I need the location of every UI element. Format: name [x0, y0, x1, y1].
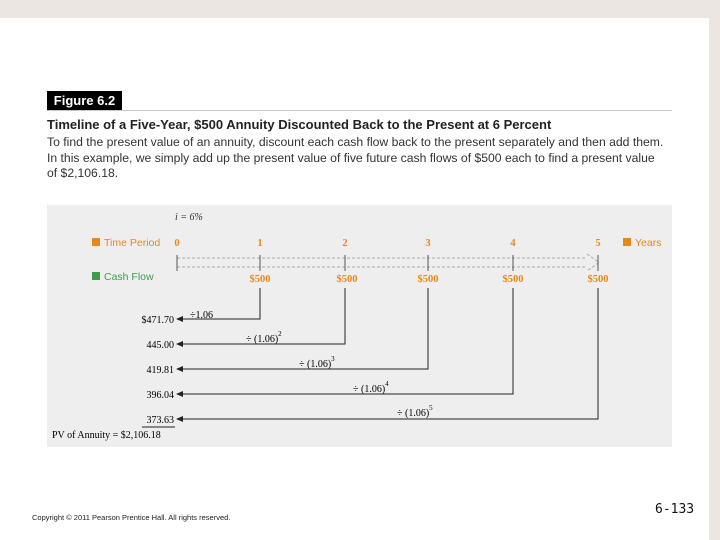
cash-flow-value: $500: [503, 274, 524, 285]
divisor-label-year-1: ÷1.06: [190, 310, 213, 321]
present-value-year-3: 419.81: [147, 365, 175, 376]
cash-flow-label: Cash Flow: [104, 271, 154, 283]
present-value-year-1: $471.70: [142, 315, 175, 326]
timeline-axis: [176, 253, 600, 272]
period-label: 4: [510, 238, 516, 249]
interest-rate-label: i = 6%: [175, 212, 203, 223]
period-labels: 0 1 2 3 4 5: [174, 238, 600, 249]
divisor-labels: ÷1.06 ÷ (1.06)2 ÷ (1.06)3 ÷ (1.06)4 ÷ (1…: [190, 310, 433, 419]
period-label: 1: [257, 238, 262, 249]
figure-caption: To find the present value of an annuity,…: [47, 135, 664, 180]
pv-annuity-total: PV of Annuity = $2,106.18: [52, 430, 161, 441]
discount-arrow-year-3: [176, 288, 429, 372]
timeline-panel: i = 6% Time Period Cash Flow Years 0 1 2…: [47, 205, 672, 447]
discount-arrows: [176, 288, 599, 422]
years-legend-swatch: [623, 238, 631, 246]
discount-arrow-year-5: [176, 288, 599, 422]
cash-flow-value: $500: [418, 274, 439, 285]
time-period-label: Time Period: [104, 237, 160, 249]
cash-flow-value: $500: [588, 274, 609, 285]
discount-arrow-year-1: [176, 288, 261, 322]
figure-title: Timeline of a Five-Year, $500 Annuity Di…: [47, 117, 552, 132]
divisor-label-year-5: ÷ (1.06)5: [397, 404, 433, 419]
discount-arrow-year-4: [176, 288, 514, 397]
copyright-notice: Copyright © 2011 Pearson Prentice Hall. …: [32, 513, 231, 522]
period-label: 5: [595, 238, 600, 249]
period-label: 2: [342, 238, 347, 249]
years-label: Years: [635, 237, 661, 249]
header-rule: [47, 110, 672, 111]
timeline-diagram: i = 6% Time Period Cash Flow Years 0 1 2…: [52, 212, 661, 441]
present-values: $471.70 445.00 419.81 396.04 373.63: [142, 315, 175, 426]
cash-flow-value: $500: [250, 274, 271, 285]
discount-arrow-year-2: [176, 288, 346, 347]
slide-number: 6-133: [655, 502, 695, 517]
present-value-year-2: 445.00: [147, 340, 175, 351]
divisor-label-year-3: ÷ (1.06)3: [299, 355, 335, 370]
period-label: 3: [425, 238, 430, 249]
cash-flow-legend-swatch: [92, 272, 100, 280]
present-value-year-5: 373.63: [147, 415, 175, 426]
cash-flow-values: $500 $500 $500 $500 $500: [250, 274, 609, 285]
time-period-legend-swatch: [92, 238, 100, 246]
divisor-label-year-2: ÷ (1.06)2: [246, 330, 282, 345]
figure-label: Figure 6.2: [47, 91, 122, 111]
slide-frame-right: [709, 0, 720, 540]
divisor-label-year-4: ÷ (1.06)4: [353, 380, 389, 395]
present-value-year-4: 396.04: [147, 390, 175, 401]
cash-flow-value: $500: [337, 274, 358, 285]
period-label: 0: [174, 238, 179, 249]
slide-frame-top: [0, 0, 720, 18]
